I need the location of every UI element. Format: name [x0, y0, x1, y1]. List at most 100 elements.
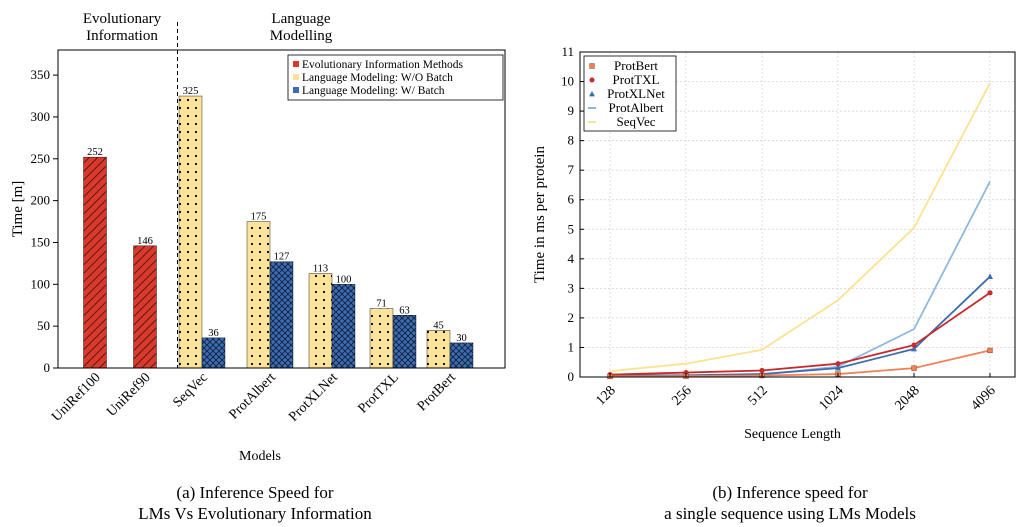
- bar-value-label: 175: [251, 212, 267, 223]
- bar-wo-ProtXLNet: [308, 273, 333, 369]
- legend-label-w: Language Modeling: W/ Batch: [302, 85, 445, 97]
- y-tick-label: 2: [568, 310, 575, 325]
- bar-value-label: 127: [274, 252, 290, 263]
- bar-value-label: 113: [313, 263, 328, 274]
- bar-wo-ProtBert: [426, 330, 451, 369]
- bar-w-ProtXLNet: [331, 284, 356, 369]
- x-tick-label: 4096: [968, 383, 998, 413]
- data-point-prottxl: [759, 367, 765, 374]
- x-tick-label: SeqVec: [171, 370, 211, 410]
- bar-value-label: 252: [87, 147, 103, 158]
- x-axis-label: Models: [239, 449, 281, 464]
- x-tick-label: ProtBert: [415, 370, 459, 414]
- caption-a-line2: LMs Vs Evolutionary Information: [138, 504, 372, 523]
- y-tick-label: 250: [31, 151, 51, 166]
- data-point-protbert: [911, 365, 917, 371]
- y-tick-label: 8: [568, 133, 575, 148]
- bar-value-label: 146: [137, 236, 153, 247]
- bar-value-label: 100: [336, 274, 352, 285]
- bar-wo-SeqVec: [178, 95, 203, 369]
- x-tick-label: ProtXLNet: [286, 370, 341, 425]
- bar-w-ProtAlbert: [269, 261, 294, 369]
- y-tick-label: 11: [561, 44, 574, 59]
- bar-w-ProtTXL: [392, 315, 417, 369]
- x-tick-label: 256: [669, 383, 694, 408]
- caption-b-line1: (b) Inference speed for: [712, 483, 868, 502]
- group-label-language: Language: [271, 11, 330, 27]
- x-tick-label: 512: [745, 383, 770, 408]
- data-point-prottxl: [911, 342, 917, 348]
- bar-w-ProtBert: [449, 342, 474, 369]
- group-label-language: Modelling: [270, 28, 333, 44]
- y-tick-label: 1: [568, 339, 575, 354]
- data-point-protxlnet: [911, 345, 917, 352]
- y-tick-label: 0: [44, 360, 51, 375]
- caption-a: (a) Inference Speed for LMs Vs Evolution…: [40, 482, 470, 524]
- line-chart-single-sequence-speed: 0 1 2 3 4 5 6 7 8 9 10 11 ProtBertProtTXLProtXLNetP…: [532, 44, 1016, 442]
- x-tick-label: UniRef90: [104, 370, 154, 420]
- bar-chart-inference-speed: 252 146 325 36 175 127 113 100 71 63 45 30 0 50 100 15…: [10, 11, 506, 464]
- bar-ei-UniRef100: [83, 156, 107, 369]
- bar-value-label: 71: [376, 299, 387, 310]
- y-tick-label: 350: [31, 67, 51, 82]
- caption-a-line1: (a) Inference Speed for: [176, 483, 334, 502]
- data-point-protxlnet: [835, 364, 841, 371]
- legend-label-wo: Language Modeling: W/O Batch: [302, 72, 453, 84]
- legend-marker-protbert: [589, 63, 595, 69]
- y-tick-label: 5: [568, 221, 575, 236]
- data-point-protbert: [987, 347, 993, 354]
- y-tick-label: 200: [31, 193, 51, 208]
- legend-label-protxlnet: ProtXLNet: [607, 86, 665, 101]
- x-tick-label: ProtAlbert: [226, 370, 278, 422]
- series-line-seqvec: [609, 82, 991, 372]
- bar-value-label: 36: [208, 328, 219, 339]
- bar-w-SeqVec: [201, 337, 226, 369]
- bar-value-label: 63: [399, 305, 410, 316]
- y-tick-label: 3: [568, 280, 575, 295]
- data-point-prottxl: [835, 361, 841, 367]
- series-line-protbert: [609, 349, 991, 378]
- y-axis-label: Time [m]: [10, 181, 26, 238]
- y-axis-label: Time in ms per protein: [532, 146, 548, 283]
- x-tick-label: ProtTXL: [355, 370, 401, 416]
- y-tick-label: 150: [31, 234, 51, 249]
- legend-marker-protxlnet: [589, 91, 595, 97]
- x-tick-label: 1024: [816, 383, 846, 413]
- legend-label-prottxl: ProtTXL: [613, 72, 660, 87]
- y-tick-label: 100: [31, 276, 51, 291]
- series-line-prottxl: [609, 292, 991, 376]
- group-label-evolutionary: Information: [86, 28, 158, 44]
- y-tick-label: 6: [568, 192, 575, 207]
- bar-value-label: 325: [183, 86, 199, 97]
- data-point-protxlnet: [987, 273, 993, 279]
- y-tick-label: 4: [568, 251, 575, 266]
- data-point-prottxl: [987, 290, 993, 296]
- y-tick-label: 7: [568, 162, 575, 177]
- bar-ei-UniRef90: [133, 245, 157, 369]
- legend-a-box: [287, 54, 504, 101]
- y-tick-label: 10: [561, 74, 574, 89]
- legend-swatch-wo: [293, 74, 299, 80]
- x-axis-label: Sequence Length: [744, 427, 841, 442]
- y-tick-label: 0: [568, 369, 575, 384]
- legend-label-seqvec: SeqVec: [617, 114, 656, 129]
- y-tick-label: 9: [568, 103, 575, 118]
- bar-value-label: 30: [456, 333, 467, 344]
- x-tick-label: 128: [593, 383, 618, 408]
- x-tick-label: 2048: [892, 383, 922, 413]
- y-tick-label: 300: [31, 109, 51, 124]
- bar-wo-ProtAlbert: [246, 221, 271, 369]
- y-tick-label: 50: [37, 318, 50, 333]
- group-label-evolutionary: Evolutionary: [83, 11, 162, 27]
- legend-label-protbert: ProtBert: [614, 58, 658, 73]
- x-tick-label: UniRef100: [49, 370, 104, 425]
- plot-frame-b: [579, 51, 1016, 378]
- legend-label-protalbert: ProtAlbert: [609, 100, 664, 115]
- legend-swatch-ei: [293, 61, 299, 67]
- legend-b-box: [583, 55, 677, 132]
- legend-swatch-w: [293, 87, 299, 93]
- plot-frame-a: [57, 49, 506, 369]
- bar-wo-ProtTXL: [369, 308, 394, 369]
- caption-b-line2: a single sequence using LMs Models: [664, 504, 916, 523]
- legend-marker-prottxl: [589, 77, 595, 83]
